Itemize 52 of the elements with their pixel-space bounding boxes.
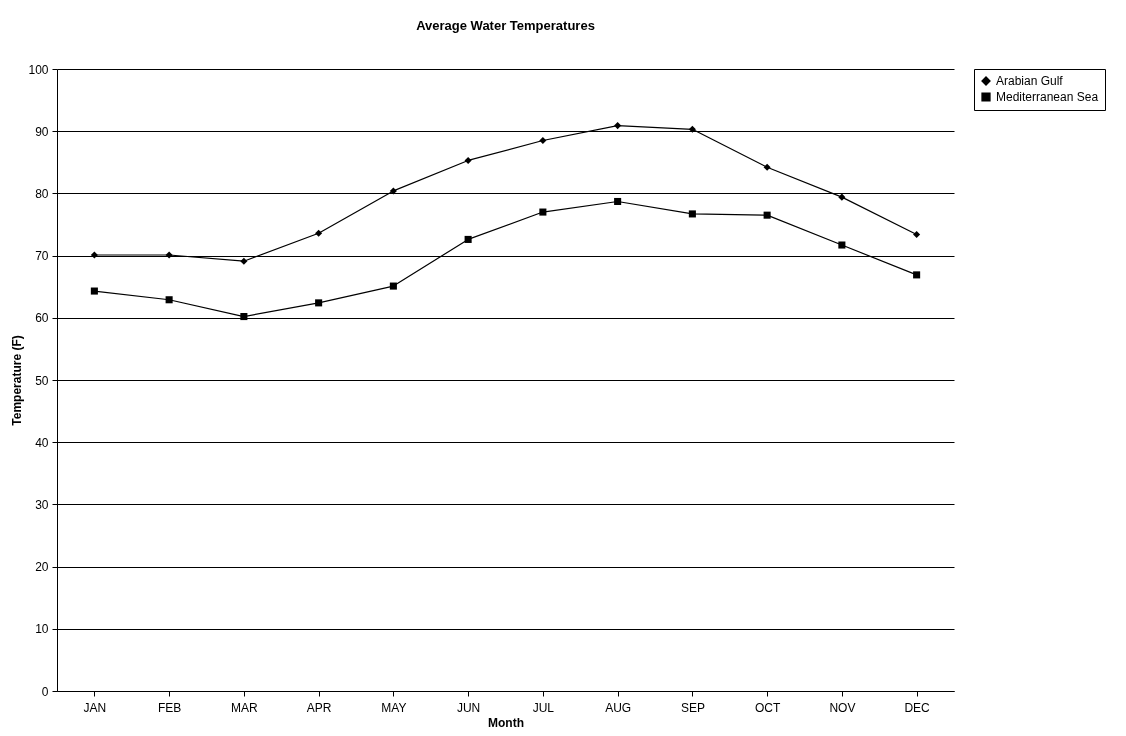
x-tick-label: JAN [83, 700, 107, 715]
chart-title: Average Water Temperatures [416, 18, 595, 33]
x-tick-label: JUN [456, 700, 481, 715]
point [90, 287, 98, 295]
legend-label: Arabian Gulf [996, 74, 1064, 88]
point [688, 125, 696, 133]
y-tick-label: 40 [35, 435, 49, 450]
y-tick-label: 10 [35, 622, 49, 637]
point [165, 296, 173, 304]
legend-label: Mediterranean Sea [996, 90, 1099, 104]
y-tick-label: 100 [28, 62, 49, 77]
x-tick-label: OCT [754, 700, 781, 715]
point [389, 187, 397, 195]
point [315, 229, 323, 237]
x-tick-label: DEC [904, 700, 931, 715]
point [838, 193, 846, 201]
point [539, 208, 547, 216]
x-tick-label: MAY [381, 700, 407, 715]
y-tick-label: 60 [35, 311, 49, 326]
y-tick-label: 80 [35, 186, 49, 201]
point [763, 163, 771, 171]
point [913, 271, 921, 279]
point [688, 210, 696, 218]
x-tick-label: MAR [231, 700, 259, 715]
point [464, 235, 472, 243]
y-tick-label: 50 [35, 373, 49, 388]
x-tick-label: FEB [157, 700, 182, 715]
x-tick-label: JUL [532, 700, 555, 715]
point [240, 313, 248, 321]
point [838, 241, 846, 249]
x-tick-label: AUG [605, 700, 632, 715]
x-axis-title: Month [488, 715, 524, 730]
x-tick-label: NOV [829, 700, 856, 715]
point [614, 197, 622, 206]
point [539, 136, 547, 145]
point [389, 282, 397, 290]
point [464, 156, 472, 164]
y-tick-label: 30 [35, 497, 49, 512]
point [90, 251, 98, 259]
y-tick-label: 70 [35, 249, 49, 264]
point [165, 251, 173, 259]
point [240, 257, 248, 265]
y-tick-label: 90 [35, 124, 49, 139]
x-tick-label: APR [306, 700, 332, 715]
y-tick-label: 20 [35, 560, 49, 575]
x-tick-label: SEP [680, 700, 705, 715]
point [913, 230, 921, 238]
point [614, 122, 622, 130]
y-axis-title: Temperature (F) [10, 335, 25, 426]
point [763, 211, 771, 219]
point [315, 299, 323, 307]
y-tick-label: 0 [41, 684, 49, 699]
